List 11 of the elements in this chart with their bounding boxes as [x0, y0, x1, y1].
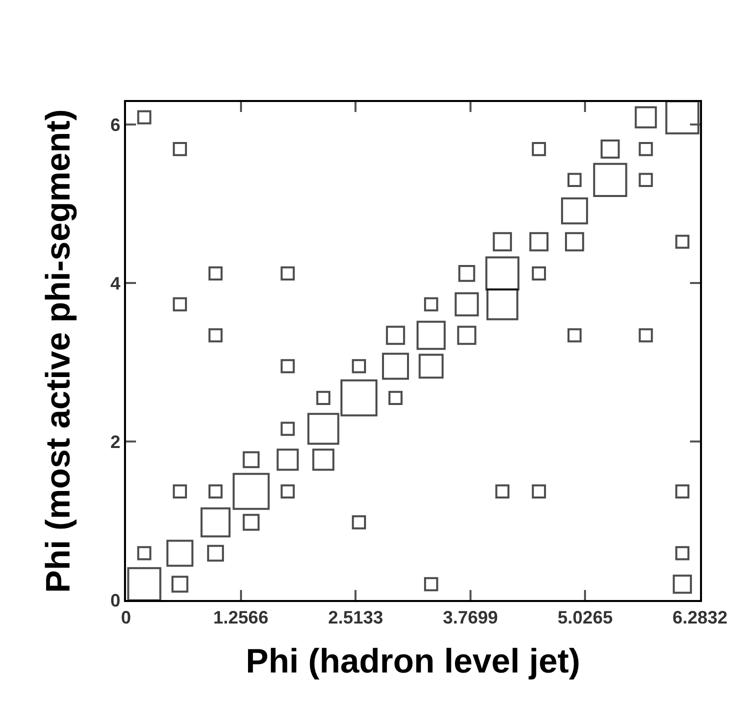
y-axis-title: Phi (most active phi-segment) — [39, 109, 78, 593]
y-tick-label: 2 — [110, 432, 120, 452]
x-tick-label: 1.2566 — [213, 608, 268, 628]
y-tick-label: 0 — [110, 590, 120, 610]
y-tick-label: 4 — [110, 273, 120, 294]
x-axis-title: Phi (hadron level jet) — [246, 642, 580, 680]
y-tick-label: 6 — [110, 114, 120, 135]
x-tick-label: 2.5133 — [328, 608, 384, 628]
x-tick-label: 5.0265 — [558, 608, 613, 628]
x-tick-label: 6.2832 — [672, 608, 728, 628]
x-tick-label: 3.7699 — [442, 608, 498, 628]
